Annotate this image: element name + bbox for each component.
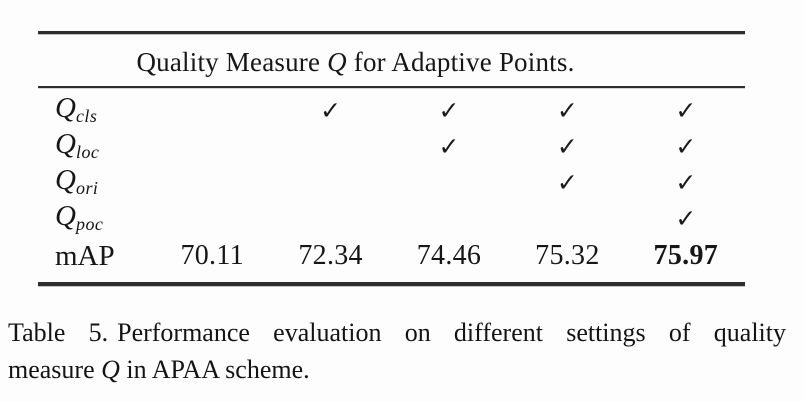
table-bottom-rule — [38, 282, 745, 286]
checkmark-icon: ✓ — [556, 95, 578, 125]
row-label: Qpoc — [38, 200, 153, 235]
table-header: Quality Measure Q for Adaptive Points. — [2, 34, 709, 86]
table-row: Qori ✓ ✓ — [38, 164, 745, 200]
table-body: Qcls ✓ ✓ ✓ ✓ Qloc ✓ ✓ ✓ Qori ✓ — [38, 88, 745, 282]
row-label-subscript: ori — [75, 178, 99, 199]
checkmark-icon: ✓ — [438, 95, 460, 125]
map-value-best: 75.97 — [653, 240, 719, 271]
table-mid-rule — [38, 86, 745, 88]
row-label-symbol: Q — [55, 200, 76, 233]
table-row: Qpoc ✓ — [38, 200, 745, 236]
table-top-rule — [38, 31, 745, 34]
map-value: 72.34 — [298, 240, 363, 271]
map-row-label: mAP — [55, 239, 115, 272]
row-label: Qcls — [38, 92, 153, 127]
row-label-subscript: cls — [75, 106, 98, 127]
caption-text-line2-pre: measure — [8, 355, 95, 384]
caption-text-line2-post: in APAA scheme. — [126, 355, 310, 384]
row-label-symbol: Q — [55, 92, 76, 125]
checkmark-icon: ✓ — [556, 167, 578, 197]
map-value: 75.32 — [535, 240, 600, 271]
header-q-symbol: Q — [327, 46, 347, 77]
table-row: Qloc ✓ ✓ ✓ — [38, 128, 745, 164]
checkmark-icon: ✓ — [675, 203, 697, 233]
table-caption: Table 5. Performance evaluation on differ… — [8, 314, 786, 388]
table-row: Qcls ✓ ✓ ✓ ✓ — [38, 92, 745, 128]
row-label-subscript: loc — [75, 142, 100, 163]
map-value: 74.46 — [416, 240, 482, 271]
row-label-symbol: Q — [55, 164, 76, 197]
checkmark-icon: ✓ — [675, 131, 697, 161]
row-label: Qori — [38, 164, 153, 199]
checkmark-icon: ✓ — [320, 95, 342, 125]
results-table: Quality Measure Q for Adaptive Points. Q… — [38, 31, 745, 286]
row-label: Qloc — [38, 128, 153, 163]
caption-line-2: measure Q in APAA scheme. — [8, 351, 786, 388]
header-text-pre: Quality Measure — [136, 46, 321, 77]
caption-line-1: Table 5. Performance evaluation on differ… — [8, 314, 786, 351]
checkmark-icon: ✓ — [438, 131, 460, 161]
caption-q-symbol: Q — [101, 355, 120, 384]
caption-text-line1: Performance evaluation on different sett… — [117, 318, 786, 347]
row-label-symbol: Q — [55, 128, 76, 161]
checkmark-icon: ✓ — [675, 95, 697, 125]
row-label-subscript: poc — [75, 214, 104, 235]
checkmark-icon: ✓ — [675, 167, 697, 197]
header-text-post: for Adaptive Points. — [353, 46, 575, 77]
checkmark-icon: ✓ — [556, 131, 578, 161]
table-row-map: mAP 70.11 72.34 74.46 75.32 75.97 — [38, 236, 745, 276]
map-value: 70.11 — [180, 240, 244, 271]
caption-table-number: Table 5. — [8, 318, 109, 347]
